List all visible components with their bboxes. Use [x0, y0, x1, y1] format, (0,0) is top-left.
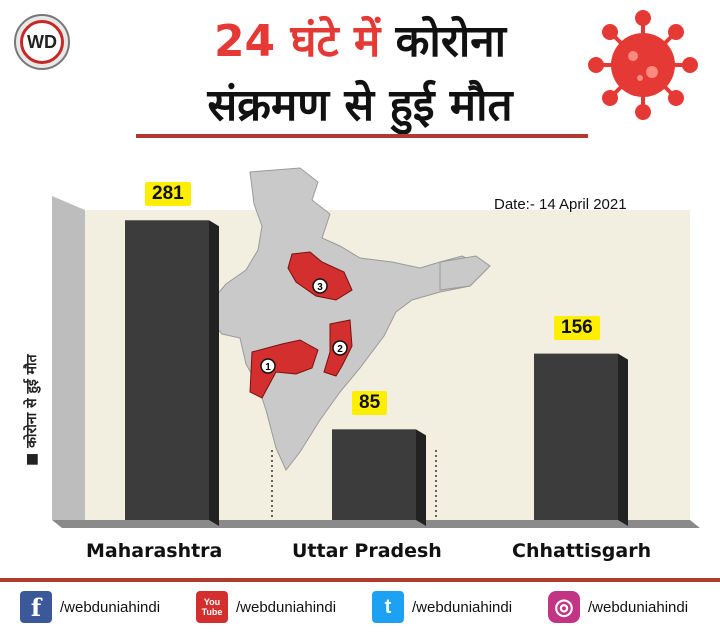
bar-maharashtra	[125, 220, 209, 520]
bar-chhattisgarh	[534, 353, 618, 520]
footer-divider	[0, 578, 720, 582]
virus-icon	[588, 10, 698, 120]
map-marker-label-1: 1	[265, 362, 271, 373]
chart-floor	[52, 520, 700, 528]
date-label: Date:- 14 April 2021	[494, 196, 627, 213]
youtube-link[interactable]: You Tube /webduniahindi	[196, 590, 336, 624]
map-marker-3	[312, 278, 328, 294]
category-label-chhattisgarh: Chhattisgarh	[512, 540, 652, 562]
instagram-handle: /webduniahindi	[588, 598, 689, 616]
instagram-link[interactable]: ◎ /webduniahindi	[548, 590, 688, 624]
bar-uttar-pradesh	[332, 429, 416, 520]
facebook-handle: /webduniahindi	[60, 598, 161, 616]
category-label-maharashtra: Maharashtra	[86, 540, 223, 562]
value-label-chhattisgarh: 156	[554, 315, 600, 340]
value-label-maharashtra: 281	[145, 182, 191, 207]
chart-left-wall	[52, 196, 85, 520]
bar-side-maharashtra	[209, 220, 219, 526]
facebook-link[interactable]: f /webduniahindi	[20, 590, 160, 624]
twitter-handle: /webduniahindi	[412, 598, 513, 616]
bar-side-uttar-pradesh	[416, 429, 426, 526]
instagram-icon: ◎	[548, 591, 580, 623]
title-number: 24	[213, 16, 276, 67]
page-title-line1: 24 घंटे में कोरोना	[120, 14, 600, 70]
bar-chart: 1 2 3	[52, 167, 700, 528]
youtube-handle: /webduniahindi	[236, 598, 337, 616]
bar-side-chhattisgarh	[618, 353, 628, 526]
title-black-text: कोरोना	[395, 16, 507, 67]
map-marker-1	[260, 358, 276, 374]
map-marker-label-3: 3	[317, 282, 323, 293]
brand-logo: WD	[20, 20, 64, 64]
title-underline	[136, 134, 588, 138]
uttar-pradesh-region	[287, 251, 353, 301]
youtube-icon: You Tube	[196, 591, 228, 623]
category-label-uttar-pradesh: Uttar Pradesh	[292, 540, 442, 562]
map-marker-label-2: 2	[337, 344, 343, 355]
y-axis-label: ■ कोरोना से हुई मौत	[20, 276, 40, 466]
facebook-icon: f	[20, 591, 52, 623]
map-marker-2	[332, 340, 348, 356]
title-red-text: घंटे में	[290, 16, 381, 67]
map-markers: 1 2 3	[260, 278, 348, 374]
value-label-uttar-pradesh: 85	[352, 391, 388, 416]
maharashtra-region	[249, 339, 319, 399]
page-title-line2: संक्रमण से हुई मौत	[207, 80, 513, 131]
y-axis-label-text: ■ कोरोना से हुई मौत	[24, 354, 40, 466]
twitter-link[interactable]: t /webduniahindi	[372, 590, 512, 624]
twitter-icon: t	[372, 591, 404, 623]
